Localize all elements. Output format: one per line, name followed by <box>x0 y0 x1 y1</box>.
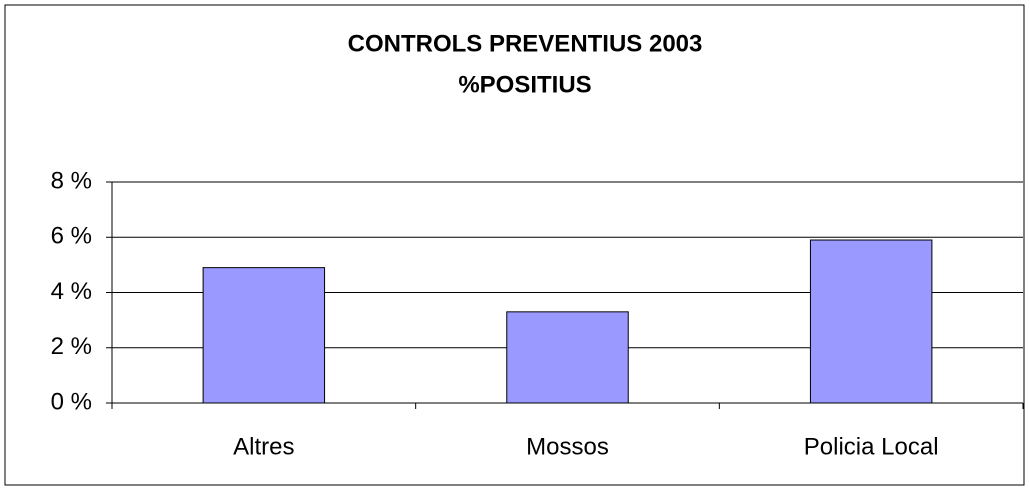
bar <box>809 239 933 404</box>
chart-title: CONTROLS PREVENTIUS 2003 <box>348 30 703 57</box>
y-tick-label: 4 % <box>51 278 92 305</box>
x-tick-label: Mossos <box>526 433 609 460</box>
x-tick-label: Policia Local <box>804 433 939 460</box>
y-tick-label: 0 % <box>51 388 92 415</box>
x-tick-label: Altres <box>233 433 294 460</box>
y-tick-label: 8 % <box>51 167 92 194</box>
y-tick-label: 6 % <box>51 223 92 250</box>
y-tick-label: 2 % <box>51 333 92 360</box>
bar <box>506 311 629 404</box>
chart-subtitle: %POSITIUS <box>458 71 591 98</box>
bar <box>202 267 326 404</box>
